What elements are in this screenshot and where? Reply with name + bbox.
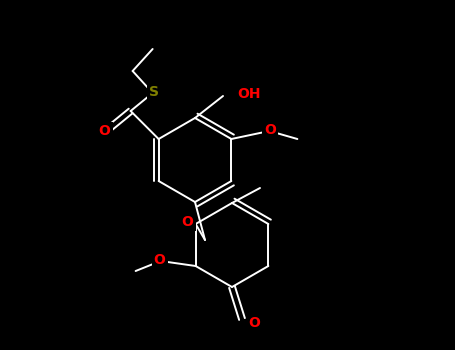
Text: O: O xyxy=(248,316,260,330)
Text: O: O xyxy=(99,124,111,138)
Text: S: S xyxy=(149,85,159,99)
Text: O: O xyxy=(154,253,166,267)
Text: O: O xyxy=(182,215,193,229)
Text: OH: OH xyxy=(237,87,261,101)
Text: O: O xyxy=(264,123,276,137)
